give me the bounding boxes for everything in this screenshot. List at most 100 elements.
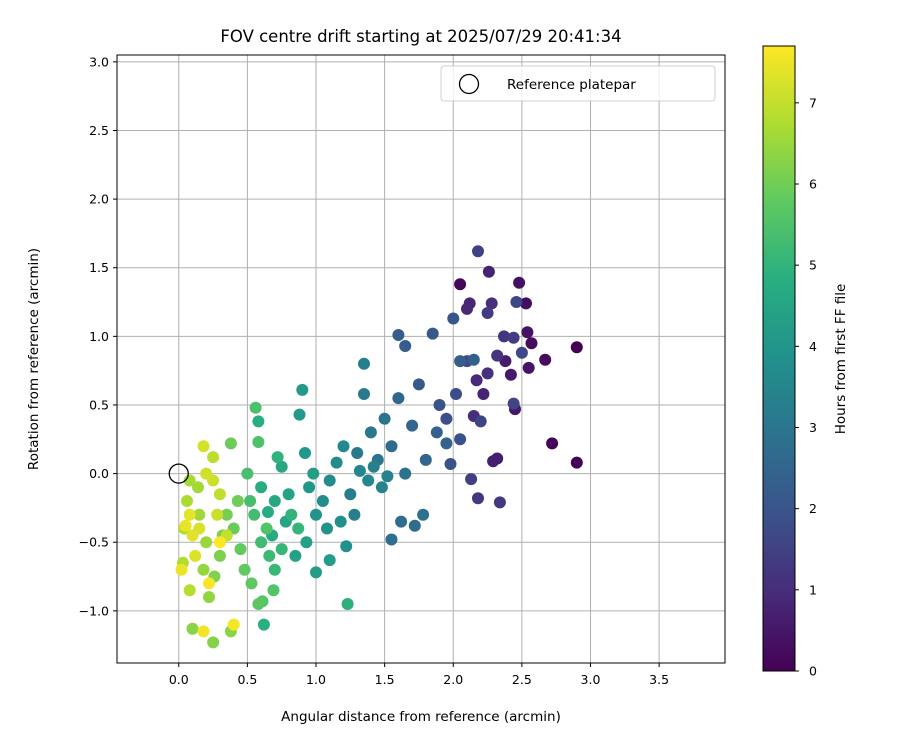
data-point — [417, 508, 430, 521]
data-point — [481, 307, 494, 319]
y-axis-ticks: −1.0 −0.5 0.0 0.5 1.0 1.5 2.0 2.5 3.0 — [79, 54, 117, 618]
data-point — [241, 467, 254, 480]
data-point — [491, 349, 504, 362]
data-point — [244, 495, 257, 507]
data-point — [307, 467, 320, 480]
data-point — [520, 297, 532, 310]
data-point — [300, 536, 313, 549]
data-point — [395, 515, 408, 528]
data-point — [183, 584, 196, 597]
data-point — [570, 456, 583, 469]
data-point — [454, 433, 467, 446]
y-tick-label: 1.5 — [89, 260, 109, 275]
chart-title: FOV centre drift starting at 2025/07/29 … — [220, 27, 621, 46]
data-point — [275, 543, 288, 556]
data-point — [263, 549, 276, 562]
y-tick-label: −1.0 — [79, 603, 109, 618]
colorbar-tick-label: 0 — [809, 664, 817, 679]
reference-platepar-marker — [168, 463, 189, 484]
data-point — [461, 302, 473, 315]
data-point — [467, 353, 480, 366]
reference-marker-layer — [168, 463, 189, 484]
data-point — [392, 329, 405, 341]
data-points — [175, 245, 583, 649]
colorbar-label: Hours from first FF file — [833, 284, 849, 435]
data-point — [340, 540, 353, 553]
data-point — [303, 481, 316, 494]
data-point — [570, 341, 583, 354]
data-point — [200, 536, 213, 549]
data-point — [465, 473, 478, 486]
data-point — [262, 506, 274, 518]
data-point — [472, 245, 484, 258]
x-tick-label: 3.0 — [581, 672, 601, 687]
data-point — [220, 508, 233, 521]
data-point — [504, 368, 517, 381]
colorbar: 0 1 2 3 4 5 6 7 Hours from first FF file — [762, 45, 849, 679]
data-point — [477, 388, 490, 400]
data-point — [260, 522, 273, 535]
colorbar-gradient — [763, 46, 795, 671]
data-point — [255, 481, 268, 494]
y-tick-label: 0.5 — [89, 397, 109, 412]
data-point — [546, 437, 559, 450]
data-point — [444, 458, 457, 470]
data-point — [515, 346, 528, 359]
legend-reference-icon — [458, 73, 480, 95]
data-point — [406, 419, 419, 432]
colorbar-frame — [762, 45, 796, 672]
data-point — [426, 327, 439, 340]
data-point — [521, 326, 534, 339]
data-point — [351, 447, 364, 459]
data-point — [454, 278, 467, 291]
data-point — [197, 625, 210, 638]
colorbar-tick-label: 7 — [809, 95, 817, 110]
data-point — [513, 276, 526, 289]
data-point — [412, 378, 425, 391]
data-point — [440, 437, 453, 450]
data-point — [255, 536, 268, 549]
data-point — [450, 388, 462, 400]
data-point — [433, 399, 446, 411]
data-point — [267, 584, 280, 597]
data-point — [224, 437, 237, 450]
data-point — [367, 460, 380, 473]
data-point — [419, 453, 432, 466]
data-point — [227, 618, 240, 631]
data-point — [207, 451, 220, 464]
x-axis-label: Angular distance from reference (arcmin) — [281, 709, 561, 725]
data-point — [193, 508, 206, 521]
data-point — [296, 383, 309, 396]
data-point — [203, 577, 215, 590]
data-point — [183, 508, 196, 521]
colorbar-tick-label: 4 — [809, 339, 817, 354]
data-point — [179, 519, 192, 532]
data-point — [399, 467, 412, 480]
data-point — [299, 447, 311, 459]
data-point — [323, 474, 336, 487]
data-point — [175, 563, 188, 576]
y-tick-label: 0.0 — [89, 466, 109, 481]
legend-box — [440, 65, 716, 102]
data-point — [213, 536, 226, 549]
data-point — [282, 488, 295, 501]
data-point — [358, 388, 370, 400]
x-tick-label: 3.5 — [649, 672, 669, 687]
data-point — [481, 367, 494, 380]
x-tick-label: 1.5 — [375, 672, 395, 687]
colorbar-tick-label: 6 — [809, 176, 817, 191]
data-point — [181, 495, 193, 507]
data-point — [337, 440, 350, 453]
data-point — [321, 522, 333, 535]
data-point — [522, 361, 535, 374]
x-tick-label: 2.0 — [443, 672, 463, 687]
x-axis-ticks: 0.0 0.5 1.0 1.5 2.0 2.5 3.0 3.5 — [169, 663, 669, 687]
data-point — [323, 554, 336, 567]
data-point — [507, 397, 520, 410]
data-point — [525, 337, 538, 350]
colorbar-tick-label: 3 — [809, 420, 817, 435]
data-point — [487, 455, 500, 468]
data-point — [378, 412, 391, 425]
y-axis-label: Rotation from reference (arcmin) — [26, 248, 42, 470]
